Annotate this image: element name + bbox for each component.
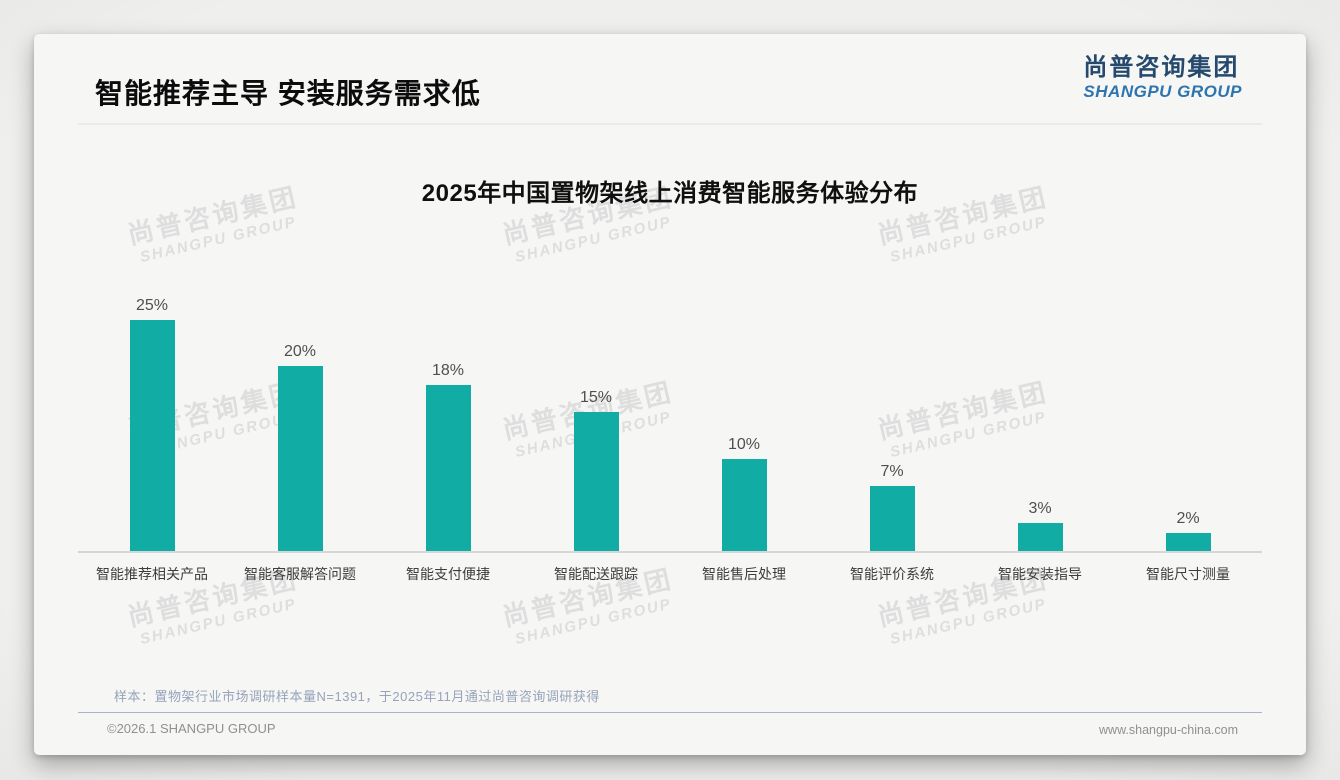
brand-logo-chinese: 尚普咨询集团 — [1083, 54, 1240, 81]
bar — [425, 384, 471, 551]
brand-logo-english: SHANGPU GROUP — [1083, 81, 1242, 101]
bar — [721, 458, 767, 551]
slide-card: 尚普咨询集团 SHANGPU GROUP 尚普咨询集团 SHANGPU GROUP 尚普… — [34, 34, 1306, 755]
website-text: www.shangpu-china.com — [1099, 723, 1238, 737]
bar-column: 20% — [226, 343, 374, 551]
bar-column: 7% — [818, 463, 966, 551]
bar — [129, 320, 175, 551]
bar-chart-plot: 25% 20% 18% 15% 10% 7% 3% 2% — [78, 273, 1262, 553]
bar-value-label: 15% — [579, 389, 613, 407]
watermark-english-text: SHANGPU GROUP — [138, 595, 299, 648]
bar-column: 18% — [374, 362, 522, 551]
category-label: 智能客服解答问题 — [244, 566, 356, 582]
category-label: 智能尺寸测量 — [1146, 566, 1230, 582]
category-label: 智能推荐相关产品 — [96, 566, 208, 582]
watermark-english-text: SHANGPU GROUP — [513, 213, 674, 266]
bar-value-label: 7% — [880, 463, 904, 481]
bar-value-label: 2% — [1176, 509, 1200, 527]
brand-logo: 尚普咨询集团 SHANGPU GROUP — [1083, 54, 1242, 101]
bar-value-label: 10% — [727, 435, 761, 453]
bar — [1165, 532, 1211, 551]
bar — [869, 486, 915, 551]
category-label: 智能支付便捷 — [406, 566, 490, 582]
watermark-english-text: SHANGPU GROUP — [138, 213, 299, 266]
bar — [573, 412, 619, 551]
category-label: 智能评价系统 — [850, 566, 934, 582]
bar-column: 2% — [1114, 509, 1262, 551]
bar-value-label: 3% — [1028, 500, 1052, 518]
bar-column: 10% — [670, 436, 818, 551]
bar — [277, 366, 323, 551]
watermark-english-text: SHANGPU GROUP — [888, 595, 1049, 648]
sample-footnote: 样本：置物架行业市场调研样本量N=1391，于2025年11月通过尚普咨询调研获… — [114, 689, 600, 704]
watermark-english-text: SHANGPU GROUP — [513, 595, 674, 648]
bar-column: 25% — [78, 297, 226, 551]
watermark-english-text: SHANGPU GROUP — [888, 213, 1049, 266]
category-label: 智能配送跟踪 — [554, 566, 638, 582]
bar-value-label: 25% — [135, 297, 169, 314]
category-axis-labels: 智能推荐相关产品 智能客服解答问题 智能支付便捷 智能配送跟踪 智能售后处理 智能评价系统… — [78, 564, 1262, 584]
bar — [1017, 523, 1063, 551]
chart-title: 2025年中国置物架线上消费智能服务体验分布 — [421, 180, 919, 207]
category-label: 智能安装指导 — [998, 566, 1082, 582]
bar-value-label: 18% — [431, 361, 465, 379]
bar-column: 15% — [522, 389, 670, 551]
bar-column: 3% — [966, 500, 1114, 551]
page-title: 智能推荐主导 安装服务需求低 — [95, 78, 481, 109]
copyright-text: ©2026.1 SHANGPU GROUP — [107, 721, 276, 736]
title-divider — [78, 123, 1262, 125]
bar-value-label: 20% — [283, 343, 317, 361]
category-label: 智能售后处理 — [702, 566, 786, 582]
footer-divider — [78, 712, 1262, 713]
